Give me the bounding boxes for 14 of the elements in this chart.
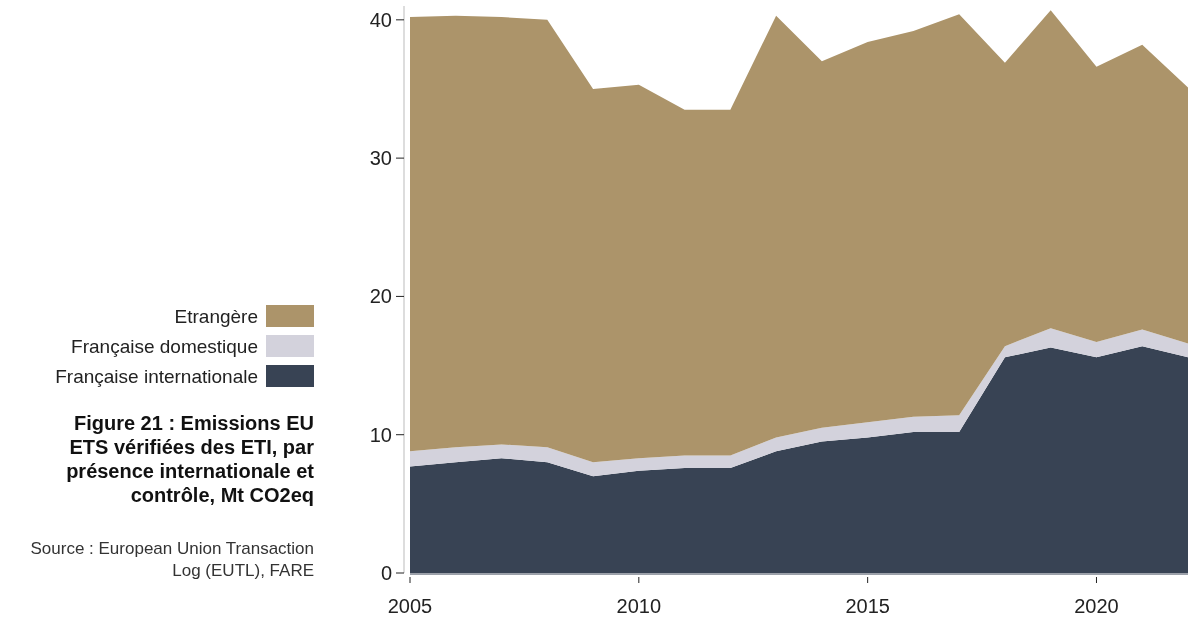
y-tick-label: 20 — [369, 285, 392, 308]
legend-label: Etrangère — [174, 305, 258, 327]
y-tick-label: 30 — [369, 147, 392, 170]
x-tick-label: 2010 — [616, 595, 662, 617]
legend-label: Française domestique — [71, 335, 258, 357]
source-note: Source : European Union Transaction Log (EUTL), FARE — [30, 539, 314, 580]
x-tick-label: 2005 — [387, 595, 433, 617]
y-tick-label: 0 — [380, 562, 392, 584]
y-tick-label: 10 — [369, 423, 392, 446]
x-tick-label: 2015 — [845, 595, 890, 617]
y-tick-label: 40 — [369, 8, 392, 31]
legend-label: Française internationale — [55, 365, 258, 387]
text: Figure 21 : Emissions EU ETS vérifiées des ETI, par présence internationale et contrôle, Mt CO2eq — [66, 412, 315, 506]
x-tick-label: 2020 — [1074, 595, 1119, 617]
